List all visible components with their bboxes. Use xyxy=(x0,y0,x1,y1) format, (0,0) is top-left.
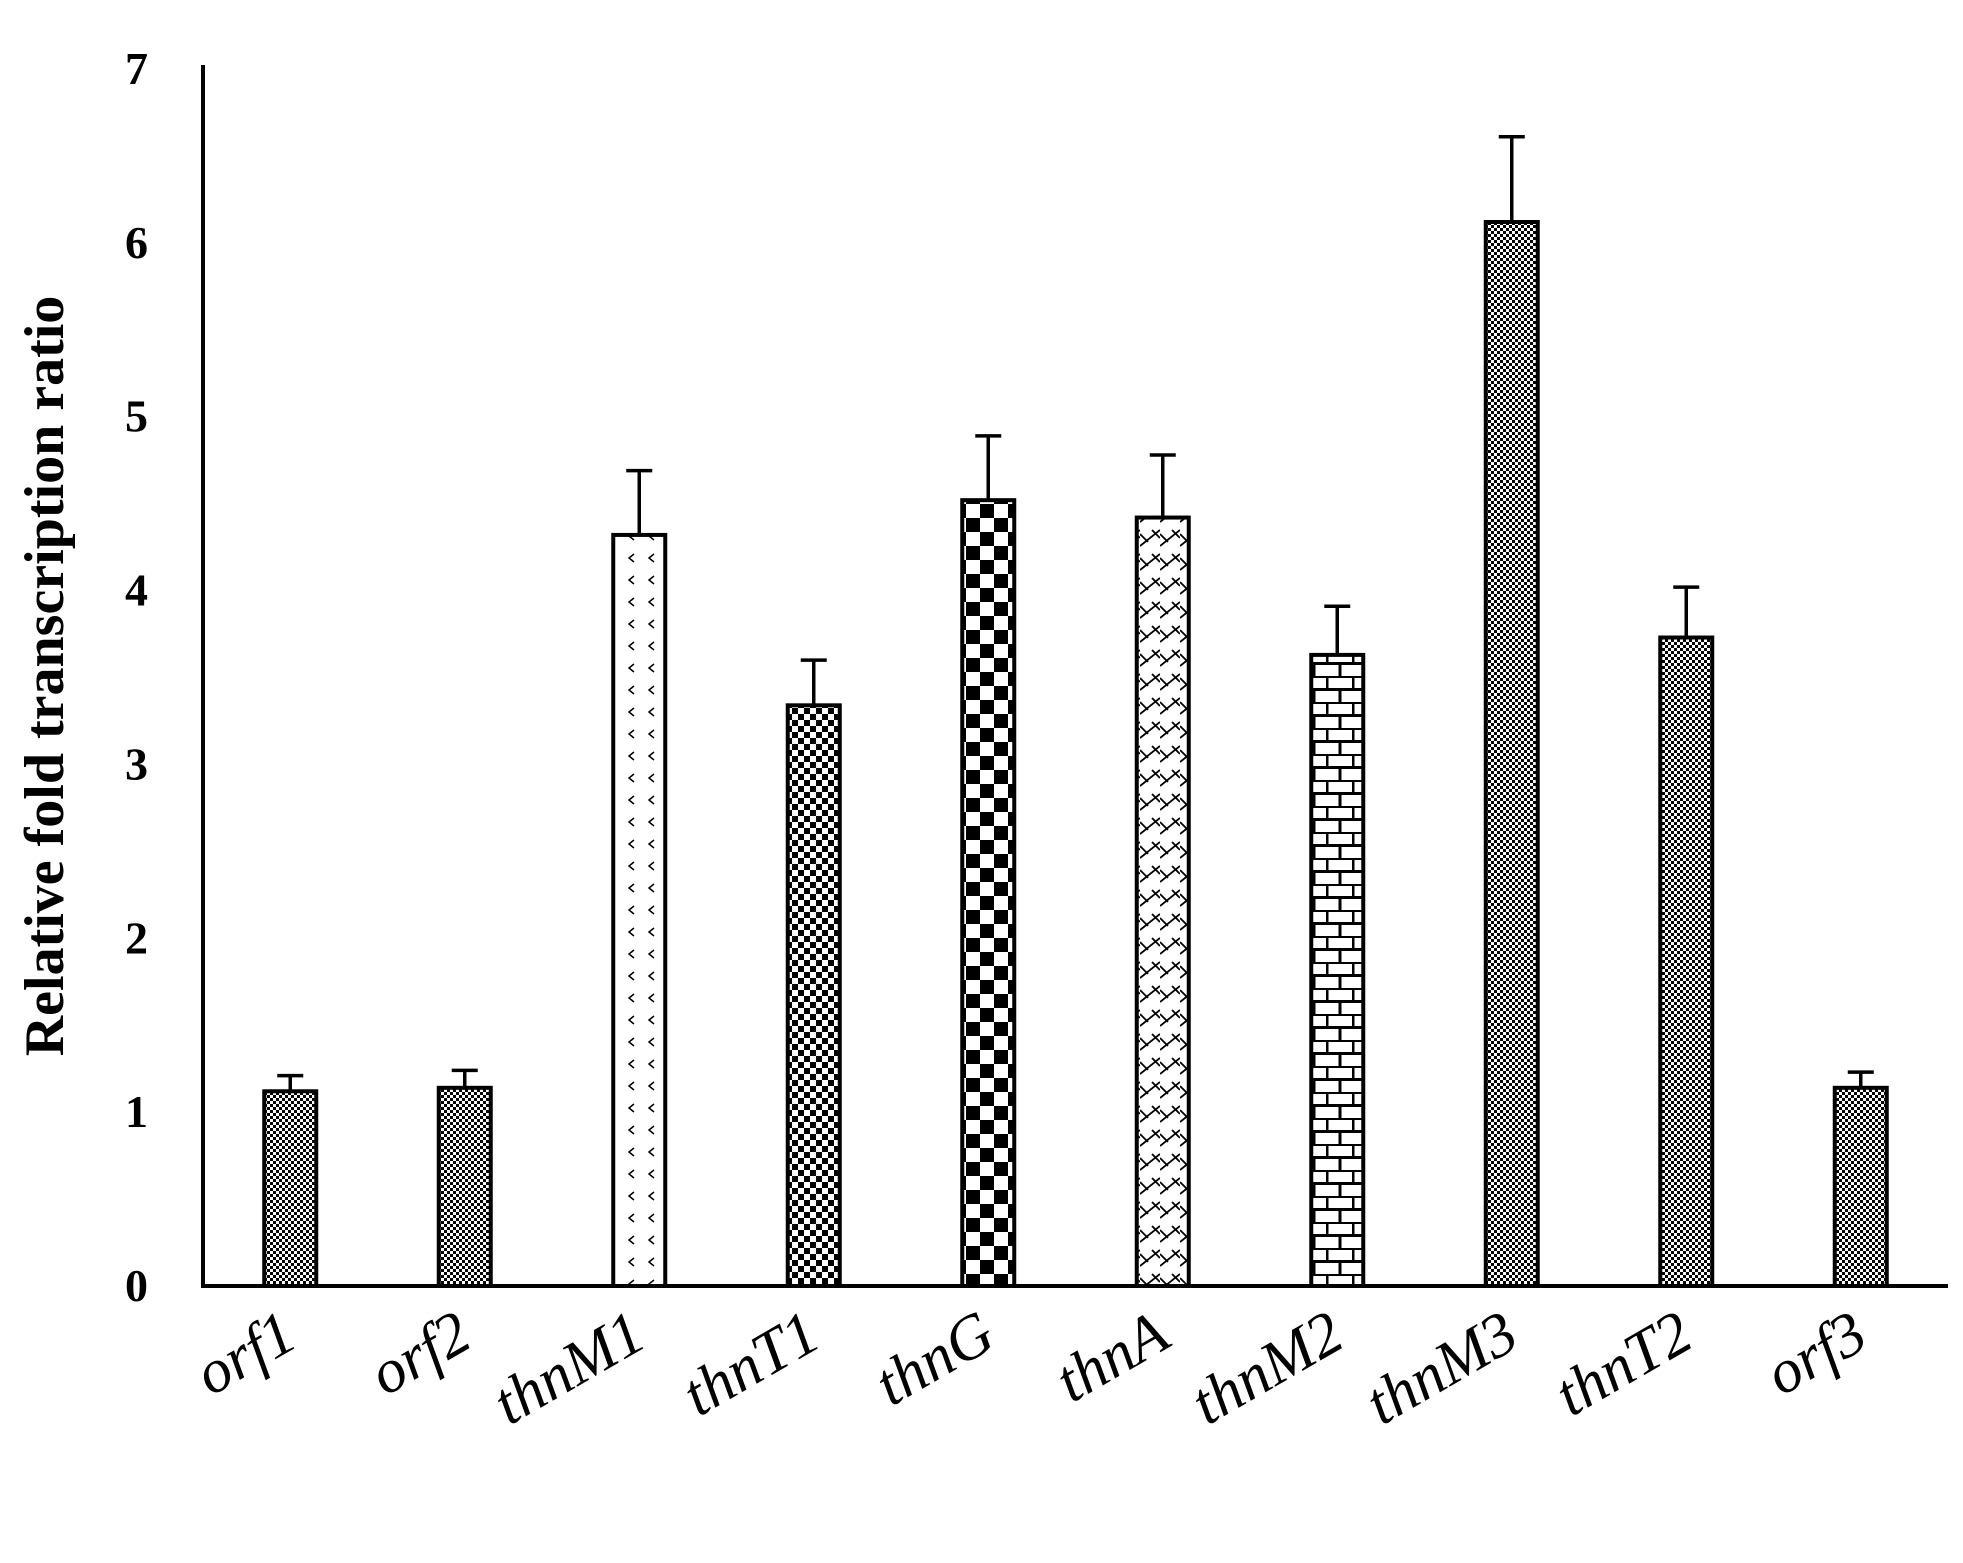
x-tick-label: orf3 xyxy=(1754,1298,1878,1409)
y-tick-label: 0 xyxy=(125,1260,148,1311)
bar-orf3 xyxy=(1832,1070,1889,1288)
bar-rect xyxy=(1483,219,1540,1289)
bar-rect xyxy=(436,1085,493,1288)
bar-rect xyxy=(611,532,668,1288)
y-tick-label: 7 xyxy=(125,43,148,94)
bar-rect xyxy=(785,703,842,1288)
bar-thnM1 xyxy=(611,468,668,1288)
x-tick-label: thnA xyxy=(1044,1298,1180,1416)
x-tick-label: thnT1 xyxy=(671,1298,830,1429)
x-tick-label: thnM2 xyxy=(1180,1298,1354,1438)
bar-rect xyxy=(1309,652,1366,1288)
x-tick-label: thnM3 xyxy=(1355,1298,1529,1438)
bar-thnT1 xyxy=(785,658,842,1288)
x-tick-label: orf2 xyxy=(358,1298,482,1409)
y-axis-title: Relative fold transcription ratio xyxy=(14,296,76,1057)
y-tick-label: 3 xyxy=(125,738,148,789)
x-tick-label: thnT2 xyxy=(1544,1298,1703,1429)
bar-thnG xyxy=(960,434,1017,1288)
bars xyxy=(262,135,1889,1289)
y-axis: 0 1 2 3 4 5 6 7 xyxy=(125,43,205,1311)
bar-orf1 xyxy=(262,1073,319,1289)
y-tick-label: 6 xyxy=(125,217,148,268)
x-axis: orf1 orf2 thnM1 thnT1 thnG thnA thnM2 thnM3 thnT… xyxy=(184,1284,1948,1438)
x-tick-label: thnG xyxy=(864,1298,1005,1419)
y-tick-label: 2 xyxy=(125,912,148,963)
y-tick-label: 4 xyxy=(125,565,148,616)
bar-rect xyxy=(262,1089,319,1289)
bar-orf2 xyxy=(436,1068,493,1288)
x-tick-label: orf1 xyxy=(184,1298,308,1409)
bar-rect xyxy=(1832,1085,1889,1288)
bar-rect xyxy=(1134,515,1191,1288)
y-tick-label: 5 xyxy=(125,391,148,442)
bar-thnA xyxy=(1134,453,1191,1288)
y-tick-label: 1 xyxy=(125,1086,148,1137)
bar-thnT2 xyxy=(1658,585,1715,1288)
x-tick-label: thnM1 xyxy=(482,1298,656,1438)
bar-thnM2 xyxy=(1309,604,1366,1288)
bar-thnM3 xyxy=(1483,135,1540,1289)
bar-rect xyxy=(960,498,1017,1288)
bar-rect xyxy=(1658,635,1715,1288)
